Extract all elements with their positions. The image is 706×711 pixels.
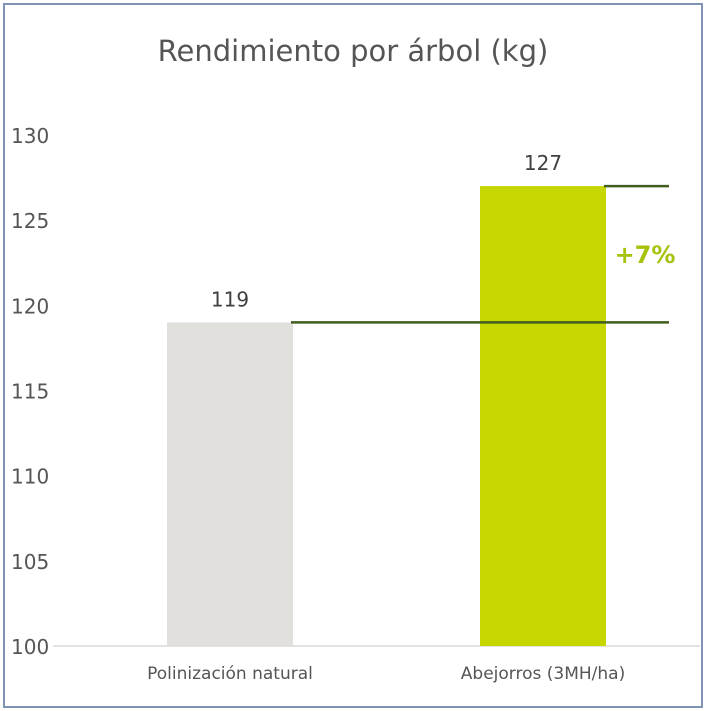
y-tick-label: 110: [11, 465, 49, 489]
bar-1: [167, 322, 293, 646]
bar-chart: Rendimiento por árbol (kg) 1001051101151…: [11, 34, 700, 684]
bars: [167, 186, 606, 646]
y-tick-label: 100: [11, 635, 49, 659]
x-axis: Polinización natural Abejorros (3MH/ha): [147, 664, 625, 684]
chart-frame: Rendimiento por árbol (kg) 100 105 110 115 1…: [3, 3, 703, 708]
y-tick-label: 130: [11, 124, 49, 148]
increase-annotation: +7%: [615, 241, 676, 269]
data-labels: 119 127: [211, 151, 562, 311]
y-tick-label: 120: [11, 294, 49, 318]
y-tick-label: 115: [11, 380, 49, 404]
reference-lines: [291, 184, 669, 324]
data-label: 119: [211, 287, 249, 311]
y-tick-label: 105: [11, 550, 49, 574]
y-tick-label: 125: [11, 209, 49, 233]
x-tick-label: Polinización natural: [147, 664, 313, 684]
chart-title: Rendimiento por árbol (kg): [158, 34, 549, 68]
data-label: 127: [524, 151, 562, 175]
bar-2: [480, 186, 606, 646]
y-axis: 100 105 110 115 120 125 130: [11, 124, 49, 659]
x-tick-label: Abejorros (3MH/ha): [461, 664, 625, 684]
